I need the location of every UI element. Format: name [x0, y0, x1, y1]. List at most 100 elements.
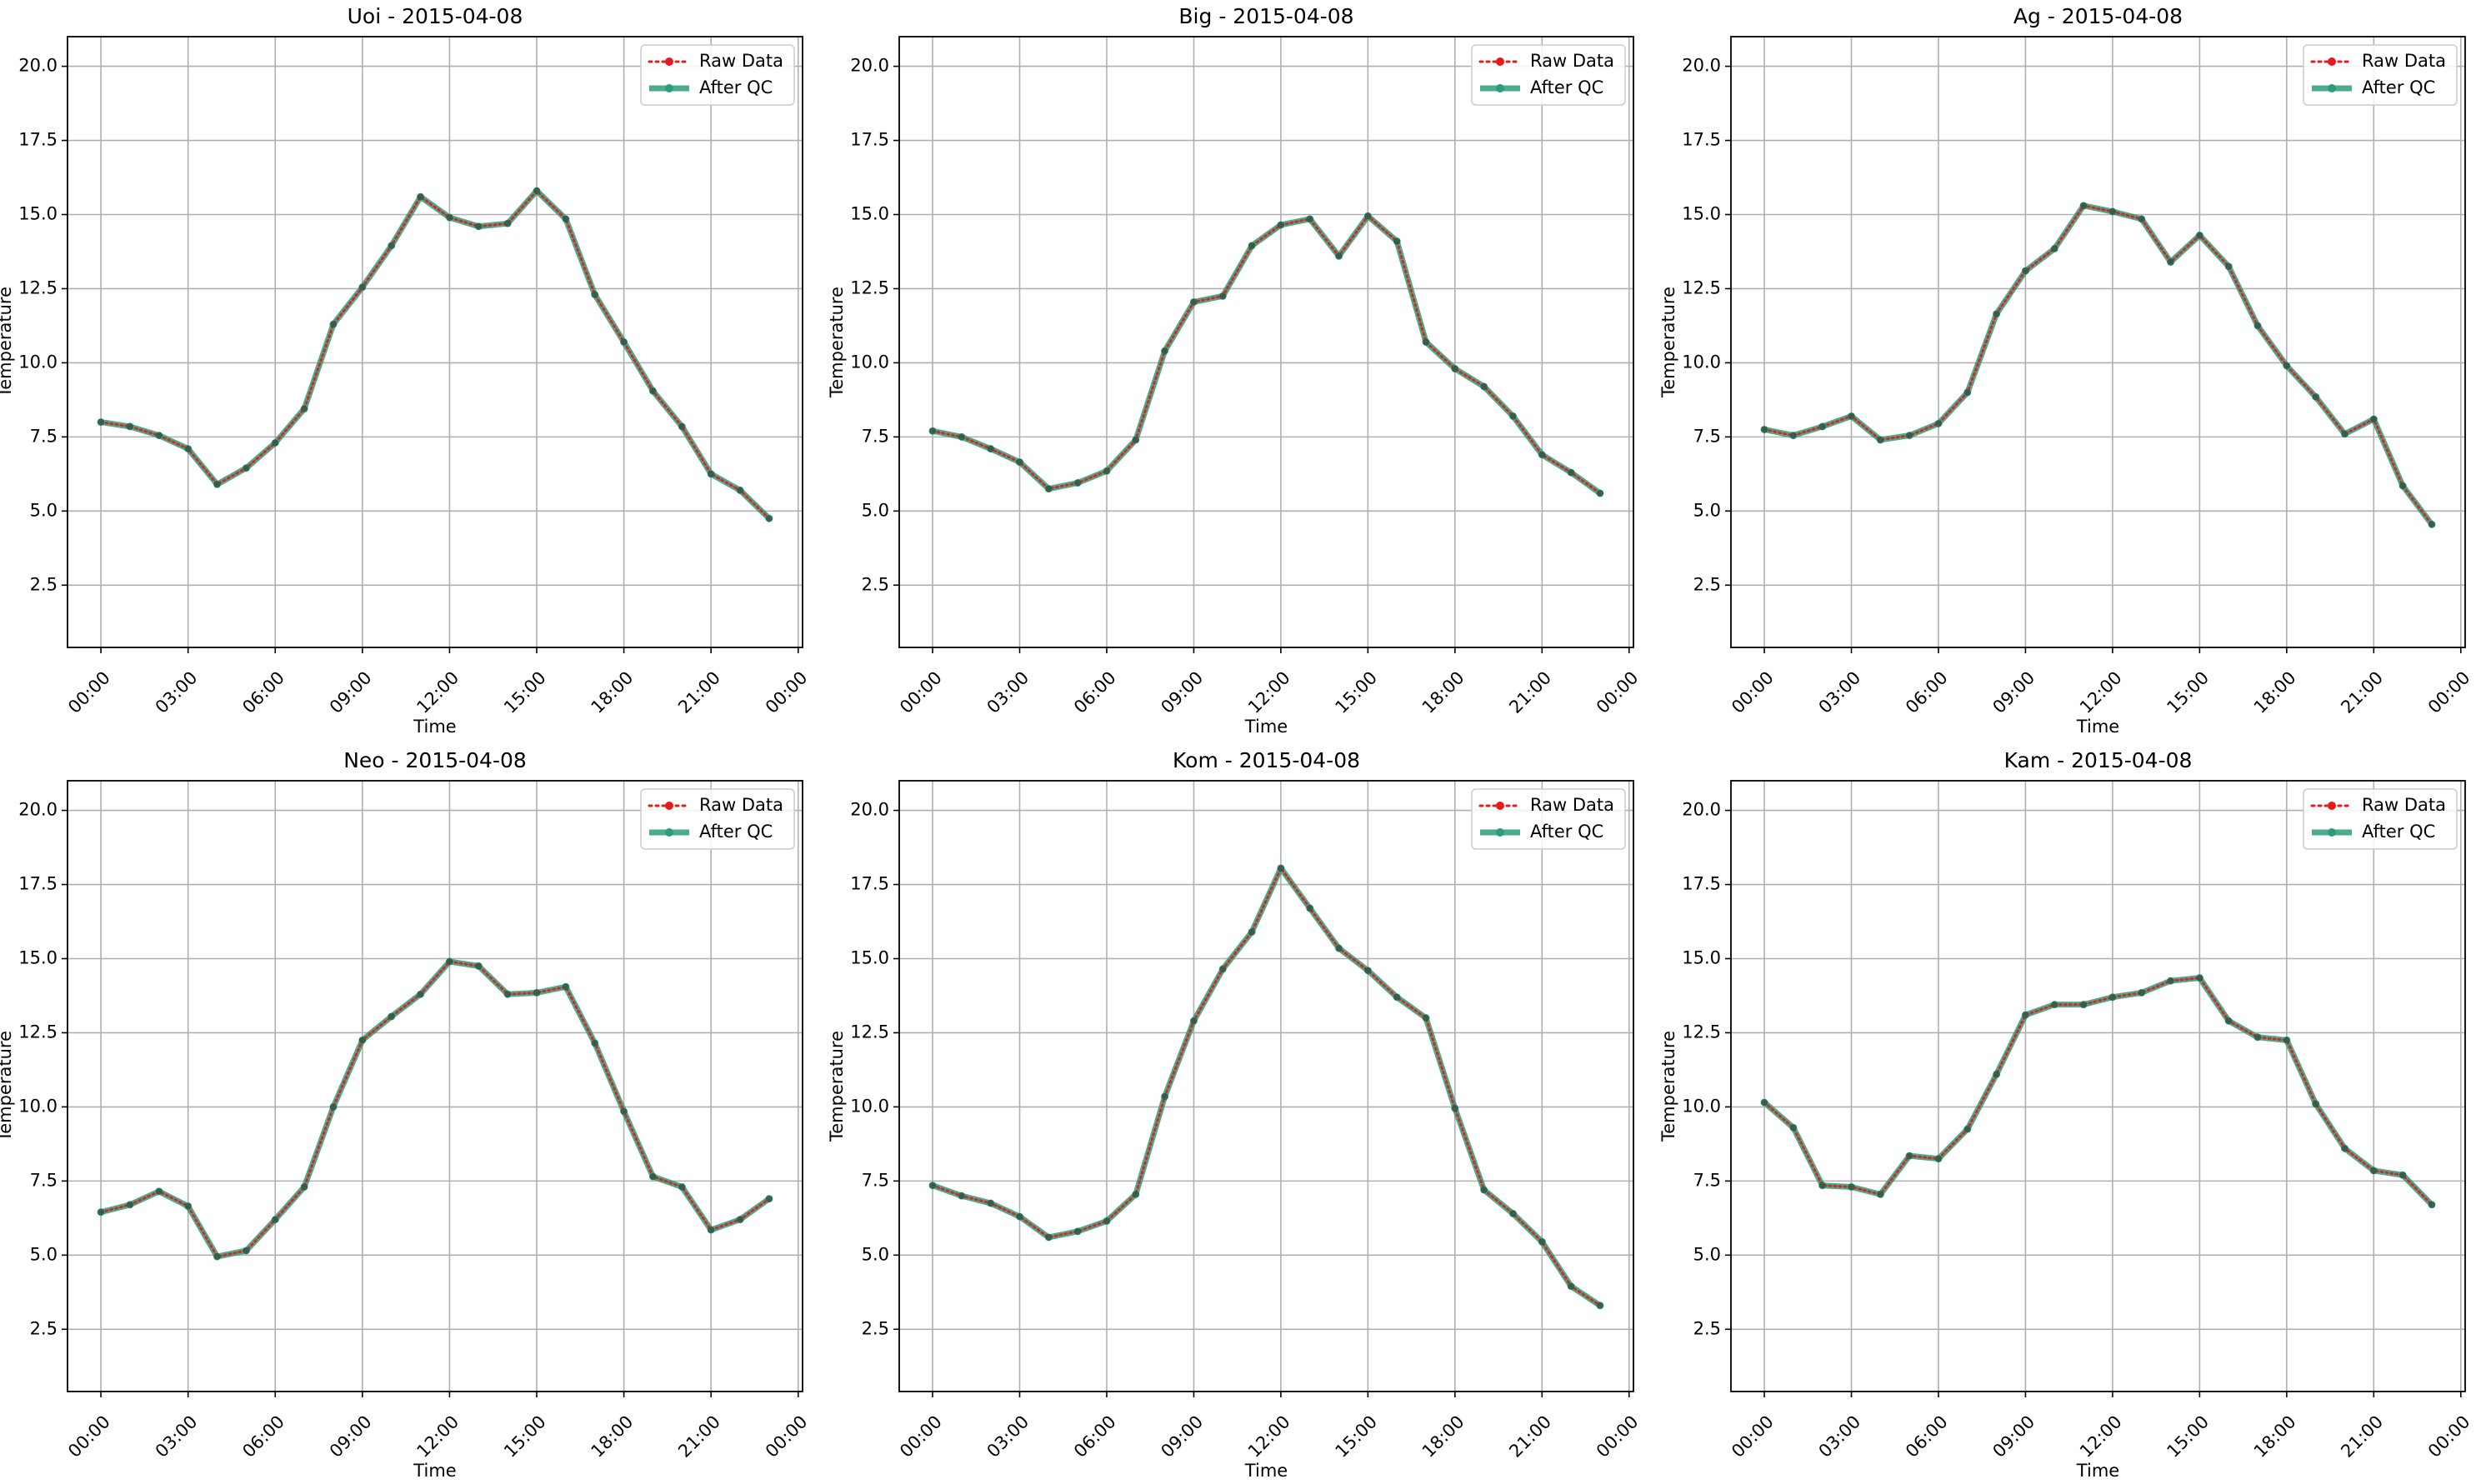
point-raw-data — [1161, 1092, 1168, 1100]
point-raw-data — [1934, 1155, 1942, 1162]
point-raw-data — [1596, 489, 1603, 497]
point-raw-data — [533, 989, 541, 997]
point-raw-data — [2051, 1001, 2058, 1008]
legend-label-after-qc: After QC — [1530, 822, 1603, 842]
y-tick-label: 2.5 — [862, 574, 889, 594]
legend-marker-raw-data — [665, 802, 673, 810]
point-raw-data — [184, 445, 192, 452]
point-raw-data — [737, 1216, 744, 1223]
point-raw-data — [213, 1253, 221, 1261]
point-raw-data — [2022, 267, 2029, 275]
x-tick-label: 15:00 — [500, 667, 550, 717]
y-tick-label: 12.5 — [850, 277, 889, 297]
point-raw-data — [1364, 967, 1372, 974]
series-line-after-qc — [931, 865, 1602, 1308]
point-raw-data — [2080, 1001, 2088, 1008]
x-tick-label: 06:00 — [1070, 1412, 1120, 1462]
point-raw-data — [1761, 426, 1768, 433]
point-raw-data — [1877, 1191, 1884, 1198]
point-raw-data — [987, 445, 994, 452]
chart-panel-4: 00:00 03:00 06:00 09:00 12:00 15:00 18:00 21:00… — [827, 748, 1643, 1481]
point-raw-data — [2138, 215, 2145, 222]
y-tick-label: 20.0 — [850, 800, 889, 820]
point-raw-data — [155, 432, 163, 439]
x-tick-label: 00:00 — [1728, 1412, 1778, 1462]
legend: Raw Data After QC — [1471, 788, 1626, 850]
point-raw-data — [2225, 262, 2233, 270]
point-raw-data — [2167, 258, 2174, 266]
x-tick-label: 18:00 — [588, 667, 638, 717]
axes-frame — [1730, 780, 2466, 1392]
y-tick-label: 10.0 — [18, 1096, 58, 1116]
point-raw-data — [446, 214, 453, 222]
point-raw-data — [301, 405, 308, 412]
x-axis-label: Time — [2076, 1461, 2119, 1481]
point-raw-data — [2283, 1037, 2290, 1044]
x-tick-label: 21:00 — [674, 1412, 724, 1462]
y-tick-label: 5.0 — [30, 500, 58, 520]
series-line-after-qc — [932, 212, 1602, 496]
axes-frame — [1730, 36, 2466, 648]
y-tick-label: 17.5 — [850, 874, 889, 894]
y-tick-label: 10.0 — [18, 352, 58, 372]
point-raw-data — [2108, 993, 2116, 1001]
point-raw-data — [1219, 292, 1227, 300]
x-tick-label: 15:00 — [2163, 1412, 2213, 1462]
point-raw-data — [1596, 1302, 1603, 1309]
point-raw-data — [2022, 1012, 2029, 1019]
point-raw-data — [2370, 1167, 2378, 1174]
legend-label-raw-data: Raw Data — [699, 795, 783, 815]
point-raw-data — [1480, 382, 1488, 390]
point-raw-data — [678, 422, 686, 430]
point-raw-data — [1045, 1233, 1053, 1241]
axes-frame — [67, 36, 803, 648]
point-raw-data — [987, 1200, 994, 1207]
point-raw-data — [1848, 412, 1855, 420]
point-raw-data — [272, 1216, 279, 1223]
point-raw-data — [243, 464, 250, 472]
y-tick-label: 12.5 — [18, 1022, 58, 1042]
point-raw-data — [1335, 945, 1343, 952]
x-tick-label: 12:00 — [1244, 667, 1294, 717]
x-tick-label: 15:00 — [1331, 667, 1381, 717]
point-raw-data — [1074, 1227, 1082, 1235]
point-raw-data — [329, 321, 337, 328]
series-line-raw-data — [931, 214, 1602, 495]
legend-label-after-qc: After QC — [699, 77, 773, 97]
x-tick-label: 12:00 — [2076, 667, 2126, 717]
point-raw-data — [765, 1195, 773, 1202]
point-raw-data — [2370, 416, 2378, 423]
point-raw-data — [562, 215, 569, 222]
x-tick-label: 12:00 — [413, 1412, 463, 1462]
series-line-after-qc — [1763, 202, 2434, 527]
point-raw-data — [533, 187, 541, 195]
y-tick-label: 7.5 — [862, 426, 889, 446]
y-tick-label: 2.5 — [30, 1318, 58, 1338]
point-raw-data — [1480, 1187, 1488, 1194]
point-raw-data — [1451, 1105, 1458, 1112]
point-raw-data — [1423, 338, 1430, 346]
y-tick-label: 5.0 — [862, 1244, 889, 1264]
legend-label-after-qc: After QC — [2362, 822, 2435, 842]
legend-label-after-qc: After QC — [2362, 77, 2435, 97]
legend-marker-after-qc — [1496, 84, 1504, 92]
point-raw-data — [1568, 469, 1575, 477]
y-tick-label: 17.5 — [1682, 874, 1721, 894]
x-tick-label: 06:00 — [1902, 1412, 1952, 1462]
x-tick-label: 00:00 — [64, 1412, 114, 1462]
y-tick-label: 10.0 — [1682, 352, 1721, 372]
x-tick-label: 03:00 — [152, 667, 202, 717]
legend: Raw Data After QC — [2303, 788, 2458, 850]
point-raw-data — [2196, 974, 2203, 982]
chart-title: Ag - 2015-04-08 — [2013, 4, 2183, 28]
point-raw-data — [1423, 1014, 1430, 1022]
point-raw-data — [1993, 310, 2000, 317]
series-line-raw-data — [1763, 977, 2433, 1207]
point-raw-data — [958, 1192, 965, 1200]
point-raw-data — [1538, 1238, 1546, 1246]
point-raw-data — [649, 387, 657, 395]
x-tick-label: 09:00 — [1988, 667, 2038, 717]
y-tick-label: 15.0 — [1682, 203, 1721, 223]
point-raw-data — [591, 1039, 598, 1047]
